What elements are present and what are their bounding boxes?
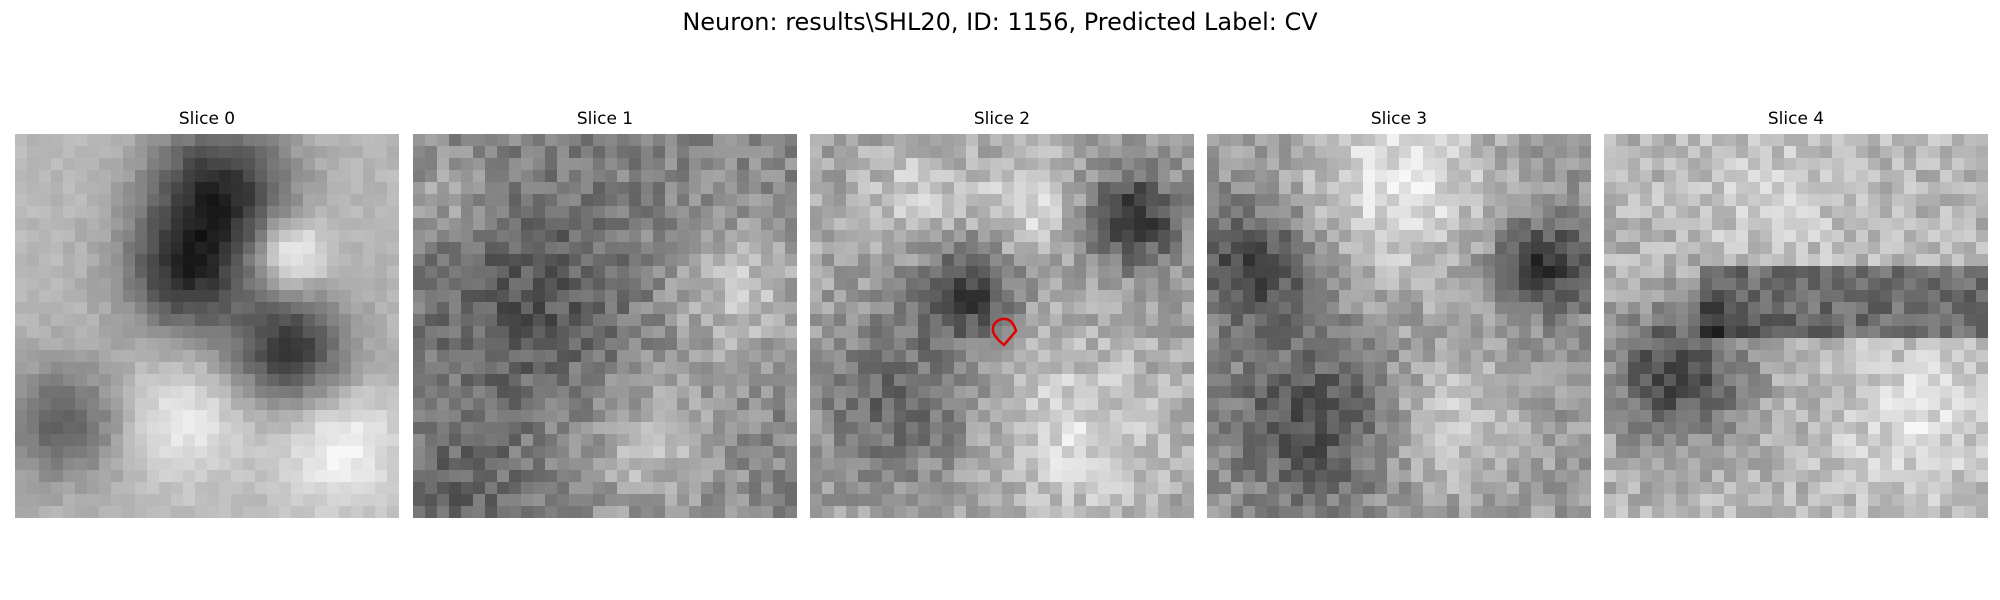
slice-image [1207, 134, 1591, 518]
slice-image [15, 134, 399, 518]
slice-title: Slice 3 [1370, 109, 1428, 129]
figure-title: Neuron: results\SHL20, ID: 1156, Predict… [682, 8, 1318, 36]
slice-image [810, 134, 1194, 518]
slice-title: Slice 0 [178, 109, 236, 129]
slice-title: Slice 4 [1767, 109, 1825, 129]
slice-title: Slice 2 [973, 109, 1031, 129]
slice-image [1604, 134, 1988, 518]
slice-image [413, 134, 797, 518]
slice-title: Slice 1 [576, 109, 634, 129]
roi-marker [991, 317, 1018, 347]
